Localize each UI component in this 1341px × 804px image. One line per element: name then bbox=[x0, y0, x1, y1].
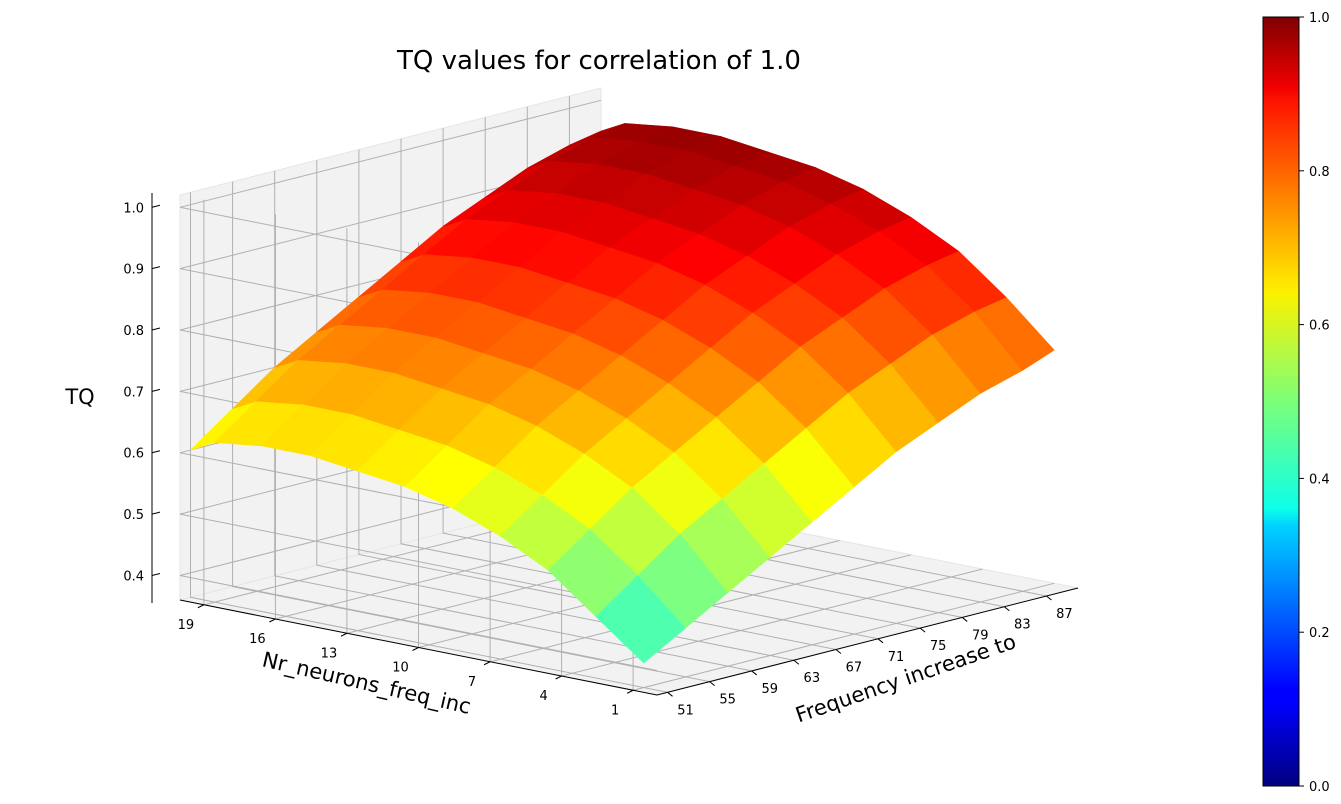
y-tick bbox=[555, 675, 562, 680]
z-tick-label: 0.8 bbox=[123, 324, 144, 339]
y-tick-label: 1 bbox=[611, 703, 619, 718]
y-tick-label: 19 bbox=[178, 618, 195, 633]
z-tick bbox=[151, 450, 161, 454]
y-tick bbox=[269, 618, 276, 623]
z-tick-label: 0.4 bbox=[123, 569, 144, 584]
surface-plot bbox=[190, 123, 1055, 664]
x-tick-label: 55 bbox=[719, 693, 736, 708]
z-tick-label: 0.6 bbox=[123, 447, 144, 462]
y-tick-label: 4 bbox=[539, 689, 547, 704]
y-tick bbox=[626, 689, 634, 694]
colorbar-ticks: 0.0 0.2 0.4 0.6 0.8 1.0 bbox=[1299, 11, 1330, 795]
x-tick-label: 83 bbox=[1014, 618, 1031, 633]
colorbar bbox=[1262, 16, 1300, 787]
x-tick bbox=[877, 638, 884, 644]
z-tick bbox=[151, 511, 161, 515]
x-tick-label: 79 bbox=[972, 628, 989, 643]
colorbar-tick-label: 0.6 bbox=[1309, 319, 1330, 334]
x-tick-label: 75 bbox=[930, 639, 947, 654]
x-tick bbox=[1046, 595, 1052, 601]
x-tick bbox=[667, 691, 673, 697]
x-tick bbox=[919, 627, 926, 633]
x-tick bbox=[1004, 606, 1010, 612]
y-tick-label: 10 bbox=[392, 661, 409, 676]
x-tick bbox=[835, 649, 842, 654]
x-tick-label: 71 bbox=[888, 650, 905, 665]
y-tick-label: 16 bbox=[249, 632, 266, 647]
colorbar-tick-label: 0.4 bbox=[1309, 472, 1330, 487]
y-tick bbox=[197, 604, 205, 609]
x-tick bbox=[751, 670, 758, 676]
z-tick bbox=[151, 204, 161, 208]
x-axis-line bbox=[656, 587, 1079, 696]
z-axis-label: TQ bbox=[64, 385, 94, 409]
surface-facet bbox=[974, 297, 1055, 371]
x-tick bbox=[961, 617, 968, 622]
colorbar-tick-label: 0.2 bbox=[1309, 626, 1330, 641]
z-tick bbox=[151, 572, 161, 576]
x-tick-label: 59 bbox=[761, 682, 778, 697]
y-tick bbox=[483, 661, 491, 666]
colorbar-tick-label: 0.8 bbox=[1309, 165, 1330, 180]
z-tick bbox=[151, 327, 161, 331]
tick-labels: 51 55 59 63 67 71 75 79 83 87 1 4 7 10 13 16 19 0.4 0.5 0.6… bbox=[123, 201, 1072, 718]
z-tick-label: 1.0 bbox=[123, 201, 144, 216]
z-tick-label: 0.5 bbox=[123, 508, 144, 523]
z-tick-label: 0.9 bbox=[123, 263, 144, 278]
y-axis-label: Nr_neurons_freq_inc bbox=[260, 648, 473, 720]
y-tick-label: 13 bbox=[321, 646, 338, 661]
x-tick-label: 67 bbox=[846, 661, 863, 676]
z-tick bbox=[151, 388, 161, 392]
z-tick bbox=[151, 266, 161, 270]
x-tick-label: 51 bbox=[677, 703, 694, 718]
z-tick-label: 0.7 bbox=[123, 385, 144, 400]
x-tick-label: 63 bbox=[804, 671, 821, 686]
colorbar-tick-label: 0.0 bbox=[1309, 780, 1330, 795]
x-tick bbox=[709, 681, 715, 687]
x-tick-label: 87 bbox=[1056, 607, 1073, 622]
x-tick bbox=[793, 659, 800, 665]
y-tick bbox=[340, 632, 348, 637]
y-tick bbox=[412, 647, 419, 651]
colorbar-tick-label: 1.0 bbox=[1309, 11, 1330, 26]
y-tick-label: 7 bbox=[468, 675, 476, 690]
chart-title: TQ values for correlation of 1.0 bbox=[396, 46, 801, 76]
